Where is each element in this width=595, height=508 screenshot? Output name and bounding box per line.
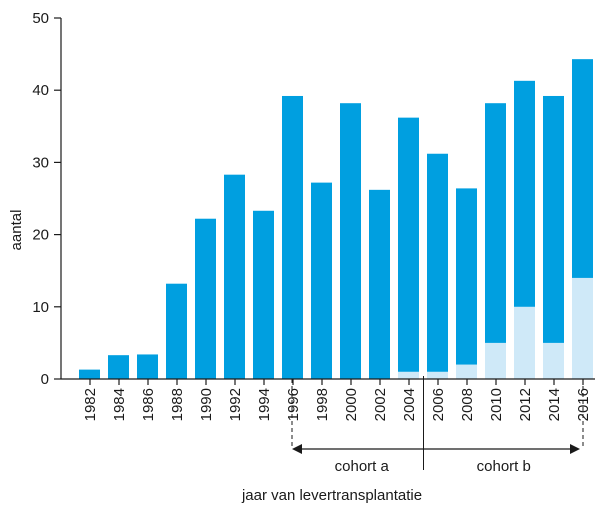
arrowhead-right-icon <box>570 444 580 454</box>
bar-2008-segment-1 <box>456 364 477 379</box>
bar-2016-segment-1 <box>572 277 593 379</box>
x-tick-label-2012: 2012 <box>517 388 534 421</box>
x-tick-label-2004: 2004 <box>401 388 418 421</box>
bar-2014-segment-2 <box>543 95 564 343</box>
bar-2010-segment-1 <box>485 342 506 379</box>
y-tick-label-0: 0 <box>41 371 49 388</box>
bar-1988-segment-2 <box>166 283 187 379</box>
x-tick-label-1996: 1996 <box>285 388 302 421</box>
x-axis: 1982 1984 1986 1988 1990 1992 1994 1996 1998 2000… <box>61 378 595 421</box>
x-tick-label-1994: 1994 <box>256 388 273 421</box>
bar-2014-segment-1 <box>543 342 564 379</box>
bar-1990-segment-2 <box>195 218 216 379</box>
x-tick-label-1986: 1986 <box>140 388 157 421</box>
bar-2006-segment-2 <box>427 153 448 372</box>
x-tick-label-2006: 2006 <box>430 388 447 421</box>
x-tick-label-2008: 2008 <box>459 388 476 421</box>
bar-2002-segment-2 <box>369 189 390 379</box>
cohort-annotations: cohort a cohort b <box>291 376 584 475</box>
bars-group <box>79 59 593 380</box>
y-axis-title: aantal <box>8 210 25 251</box>
cohort-b-label: cohort b <box>477 458 531 475</box>
bar-2000-segment-2 <box>340 103 361 380</box>
bar-1994-segment-2 <box>253 210 274 379</box>
x-tick-label-2014: 2014 <box>546 388 563 421</box>
bar-2012-segment-1 <box>514 306 535 379</box>
x-tick-label-1982: 1982 <box>82 388 99 421</box>
bar-1986-segment-2 <box>137 354 158 379</box>
bar-2004-segment-2 <box>398 117 419 372</box>
bar-1998-segment-2 <box>311 182 332 379</box>
x-tick-label-1998: 1998 <box>314 388 331 421</box>
x-tick-label-1990: 1990 <box>198 388 215 421</box>
bar-1996-segment-2 <box>282 95 303 379</box>
bar-2006-segment-1 <box>427 371 448 379</box>
bar-2016-segment-2 <box>572 59 593 278</box>
bar-2008-segment-2 <box>456 188 477 365</box>
bar-1982-segment-2 <box>79 369 100 379</box>
cohort-a-label: cohort a <box>335 458 390 475</box>
x-tick-label-1992: 1992 <box>227 388 244 421</box>
x-tick-label-1984: 1984 <box>111 388 128 421</box>
x-tick-label-1988: 1988 <box>169 388 186 421</box>
y-tick-label-50: 50 <box>32 10 49 27</box>
x-tick-label-2016: 2016 <box>575 388 592 421</box>
bar-2010-segment-2 <box>485 103 506 343</box>
bar-2004-segment-1 <box>398 371 419 379</box>
y-tick-label-30: 30 <box>32 154 49 171</box>
y-tick-label-10: 10 <box>32 299 49 316</box>
bar-1984-segment-2 <box>108 355 129 379</box>
y-tick-label-40: 40 <box>32 82 49 99</box>
y-axis: 0 10 20 30 40 50 <box>32 10 62 388</box>
x-tick-label-2002: 2002 <box>372 388 389 421</box>
arrowhead-left-icon <box>292 444 302 454</box>
y-tick-label-20: 20 <box>32 227 49 244</box>
x-tick-label-2000: 2000 <box>343 388 360 421</box>
bar-1992-segment-2 <box>224 174 245 379</box>
x-axis-title: jaar van levertransplantatie <box>241 487 422 504</box>
x-tick-label-2010: 2010 <box>488 388 505 421</box>
bar-2012-segment-2 <box>514 80 535 307</box>
